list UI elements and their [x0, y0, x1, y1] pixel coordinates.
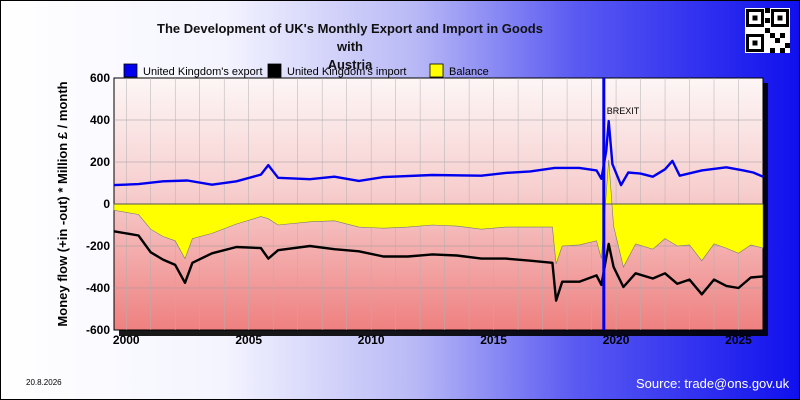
y-tick-label: -600 — [86, 323, 110, 337]
y-axis-label: Money flow (+in -out) * Million £ / mont… — [55, 81, 70, 326]
legend-label: United Kingdom's import — [287, 66, 407, 78]
export-line — [113, 119, 764, 187]
y-axis: 600 400 200 0 -200 -400 -600 — [86, 71, 110, 337]
x-tick-label: 2000 — [113, 333, 140, 347]
y-tick-label: 400 — [90, 113, 110, 127]
y-tick-label: 0 — [103, 197, 110, 211]
chart-title: The Development of UK's Monthly Export a… — [150, 20, 550, 74]
x-tick-label: 2015 — [480, 333, 507, 347]
x-tick-label: 2025 — [725, 333, 752, 347]
x-axis: 2000 2005 2010 2015 2020 2025 — [113, 333, 752, 347]
legend-swatch — [267, 63, 282, 78]
date-label: 20.8.2026 — [26, 378, 62, 387]
legend: United Kingdom's export United Kingdom's … — [123, 63, 489, 78]
import-line — [113, 230, 764, 302]
legend-label: Balance — [449, 66, 489, 78]
legend-swatch — [123, 63, 138, 78]
chart-title-line2: Austria — [327, 57, 373, 72]
y-tick-label: 200 — [90, 155, 110, 169]
chart-title-line1: The Development of UK's Monthly Export a… — [157, 21, 543, 54]
legend-swatch — [429, 63, 444, 78]
legend-label: United Kingdom's export — [143, 66, 263, 78]
x-tick-label: 2005 — [235, 333, 262, 347]
balance-area — [113, 159, 764, 268]
x-tick-label: 2010 — [358, 333, 385, 347]
y-tick-label: -200 — [86, 239, 110, 253]
x-tick-label: 2020 — [603, 333, 630, 347]
brexit-annotation: BREXIT — [607, 106, 640, 116]
qr-code-icon[interactable] — [745, 8, 790, 53]
y-tick-label: -400 — [86, 281, 110, 295]
y-tick-label: 600 — [90, 71, 110, 85]
series-layer: BREXIT — [113, 78, 764, 330]
source-label: Source: trade@ons.gov.uk — [636, 376, 790, 391]
